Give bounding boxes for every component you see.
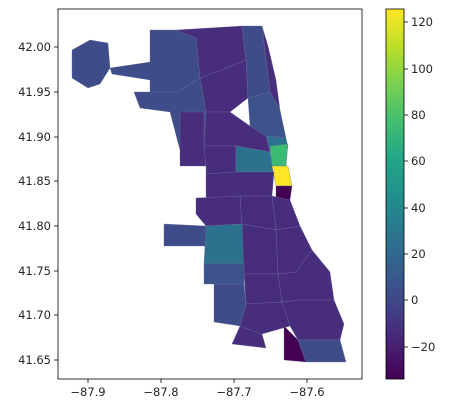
- colorbar: −20 0 20 40 60 80 100 120: [385, 8, 435, 380]
- region-roseland: [239, 301, 291, 335]
- region-englewood: [241, 223, 279, 275]
- y-tick-label: 42.00: [18, 40, 51, 54]
- colorbar-tick-label: 120: [411, 15, 433, 29]
- region-garfield: [203, 223, 245, 265]
- y-tick-label: 41.75: [18, 264, 51, 278]
- colorbar-gradient: [385, 8, 405, 380]
- x-axis: −87.9 −87.8 −87.7 −87.6: [70, 379, 325, 399]
- colorbar-tick-label: −20: [411, 340, 435, 354]
- region-near-west: [205, 171, 275, 199]
- region-chatham: [243, 273, 283, 305]
- region-near-north: [269, 143, 289, 167]
- y-axis: 42.00 41.95 41.90 41.85 41.80 41.75 41.7…: [18, 40, 58, 367]
- region-northwest-annex: [71, 39, 111, 89]
- y-tick-label: 41.85: [18, 174, 51, 188]
- colorbar-tick-label: 60: [411, 154, 426, 168]
- colorbar-tick-label: 40: [411, 201, 426, 215]
- map-regions: [71, 25, 347, 363]
- colorbar-tick-label: 100: [411, 62, 433, 76]
- x-tick-label: −87.6: [289, 385, 324, 399]
- y-tick-label: 41.65: [18, 353, 51, 367]
- region-ashburn: [203, 263, 245, 285]
- region-southwest-a: [195, 195, 243, 227]
- region-beverly: [213, 283, 247, 327]
- y-tick-label: 41.80: [18, 219, 51, 233]
- region-morgan-park: [231, 325, 267, 349]
- region-humboldt: [203, 145, 237, 175]
- region-hegewisch: [297, 339, 347, 363]
- y-tick-label: 41.95: [18, 85, 51, 99]
- colorbar-tick-label: 0: [411, 293, 418, 307]
- y-tick-label: 41.90: [18, 130, 51, 144]
- x-tick-label: −87.8: [143, 385, 178, 399]
- y-tick-label: 41.70: [18, 308, 51, 322]
- region-austin: [179, 111, 207, 167]
- x-tick-label: −87.9: [70, 385, 105, 399]
- colorbar-tick-label: 20: [411, 247, 426, 261]
- colorbar-tick-label: 80: [411, 108, 426, 122]
- region-south-chicago: [281, 299, 345, 341]
- x-tick-label: −87.7: [216, 385, 251, 399]
- region-far-southwest-strip: [163, 223, 207, 247]
